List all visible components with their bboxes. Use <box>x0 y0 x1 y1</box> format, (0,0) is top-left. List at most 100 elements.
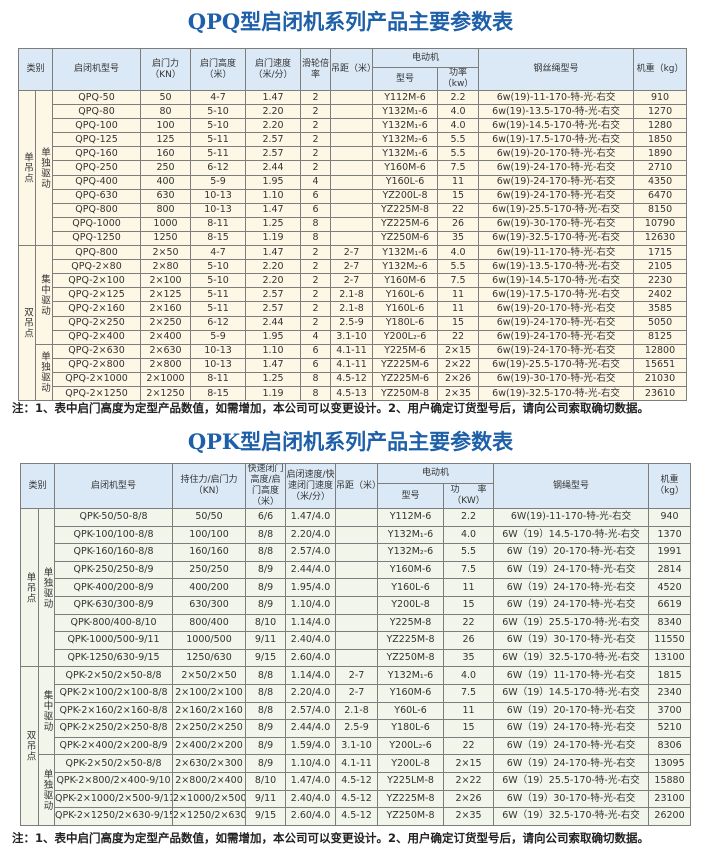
span-cell <box>335 543 379 562</box>
height-cell: 6/6 <box>245 508 287 527</box>
qpk-note: 注：1、表中启门高度为定型产品数值，如需增加，本公司可以变更设计。2、用户确定订… <box>12 831 649 845</box>
power-cell: 11 <box>437 287 480 303</box>
weight-cell: 2710 <box>633 160 688 176</box>
power-cell: 15 <box>443 595 495 615</box>
rope-cell: 6w(19)-14.5-170-特-光-右交 <box>478 118 635 134</box>
weight-cell: 2230 <box>633 273 688 289</box>
motor-model-cell: YZ250M-8 <box>372 385 439 402</box>
qpk-parameter-table: 类别 启闭机型号 持住力/启门力（KN） 快速闭门高度/启门高度（米） 启闭速度… <box>19 462 692 826</box>
height-cell: 8/9 <box>245 754 287 773</box>
model-cell: QPK-100/100-8/8 <box>54 525 174 545</box>
height-cell: 5-9 <box>190 329 247 345</box>
power-cell: 2×22 <box>437 357 480 373</box>
table-row: 单独驱动 QPK-2×50/2×50-8/8 2×630/2×300 8/9 1.10/… <box>21 754 692 826</box>
motor-model-cell: Y160L-6 <box>377 578 445 597</box>
power-cell: 5.5 <box>443 543 495 562</box>
model-cell: QPQ-1000 <box>52 216 142 232</box>
span-cell: 4.1-11 <box>330 357 374 373</box>
model-cell: QPQ-2×1250 <box>52 385 142 402</box>
weight-cell: 910 <box>633 89 688 106</box>
height-cell: 8/8 <box>245 543 287 562</box>
motor-model-cell: Y132M₁-6 <box>377 525 445 545</box>
motor-model-cell: Y160L-6 <box>372 301 439 317</box>
force-cell: 2×125 <box>140 287 192 303</box>
force-cell: 400/200 <box>172 578 247 597</box>
model-cell: QPQ-2×125 <box>52 287 142 303</box>
motor-model-cell: Y200L₂-6 <box>377 736 445 756</box>
header-force: 启门力（KN） <box>140 48 192 91</box>
table-row: QPQ-250 250 6-12 2.44 2 Y160M-6 7.5 6w(19)-24-1… <box>19 160 688 176</box>
header-power: 功率（kw） <box>437 67 480 91</box>
power-cell: 15 <box>443 719 495 738</box>
motor-model-cell: Y160M-6 <box>377 683 445 703</box>
speed-cell: 2.20/4.0 <box>285 683 337 703</box>
motor-model-cell: YZ225M-8 <box>377 789 445 809</box>
header-motor: 电动机 <box>372 48 480 68</box>
span-cell: 2.1-8 <box>335 701 379 721</box>
power-cell: 4.0 <box>437 245 480 261</box>
force-cell: 630/300 <box>172 595 247 615</box>
table-row: QPK-160/160-8/8 160/160 8/8 2.57/4.0 Y132M₂-… <box>21 543 692 562</box>
speed-cell: 1.47 <box>245 202 302 218</box>
power-cell: 4.0 <box>443 525 495 545</box>
motor-model-cell: Y225M-8 <box>377 613 445 633</box>
force-cell: 2×100 <box>140 273 192 289</box>
height-cell: 8-11 <box>190 371 247 387</box>
rope-cell: 6W（19）24-170-特-光-右交 <box>493 736 650 756</box>
speed-cell: 1.59/4.0 <box>285 736 337 756</box>
speed-cell: 1.95 <box>245 329 302 345</box>
weight-cell: 8150 <box>633 202 688 218</box>
motor-model-cell: YZ250M-8 <box>377 648 445 668</box>
height-cell: 8/9 <box>245 736 287 756</box>
span-cell <box>330 146 374 162</box>
weight-cell: 12630 <box>633 230 688 247</box>
height-cell: 8-15 <box>190 230 247 247</box>
weight-cell: 8306 <box>648 736 692 756</box>
table-row: QPQ-400 400 5-9 1.95 4 Y160L-6 11 6w(19)-24-170… <box>19 174 688 190</box>
speed-cell: 1.47 <box>245 245 302 261</box>
header-span: 吊距（米） <box>335 463 379 509</box>
header-weight: 机重（kg） <box>633 48 688 91</box>
model-cell: QPQ-2×630 <box>52 343 142 359</box>
drive-type-cell: 单独驱动 <box>37 754 56 826</box>
span-cell <box>335 578 379 597</box>
height-cell: 8/9 <box>245 560 287 580</box>
motor-model-cell: Y132M₁-6 <box>372 245 439 261</box>
table-row: 双吊点 集中驱动 QPK-2×50/2×50-8/8 2×50/2×50 8/8 1.14… <box>20 666 692 826</box>
model-cell: QPK-400/200-8/9 <box>54 578 174 597</box>
speed-cell: 2.40/4.0 <box>285 789 337 809</box>
span-cell: 2-7 <box>330 273 374 289</box>
power-cell: 2×35 <box>443 807 495 826</box>
table-row: QPK-2×1000/2×500-9/11 2×1000/2×500 9/11 2.4… <box>21 789 692 809</box>
weight-cell: 6470 <box>633 188 688 204</box>
motor-model-cell: Y225LM-8 <box>377 771 445 791</box>
model-cell: QPQ-2×1000 <box>52 371 142 387</box>
height-cell: 8/9 <box>245 578 287 597</box>
power-cell: 4.0 <box>443 666 495 685</box>
span-cell: 2.1-8 <box>330 287 374 303</box>
power-cell: 7.5 <box>443 683 495 703</box>
height-cell: 10-13 <box>190 357 247 373</box>
table-row: QPQ-100 100 5-10 2.20 2 Y132M₁-6 4.0 6w(19)-14.… <box>19 118 688 134</box>
span-cell <box>330 132 374 148</box>
rope-cell: 6W（19）20-170-特-光-右交 <box>493 701 650 721</box>
motor-model-cell: YZ250M-8 <box>377 807 445 826</box>
force-cell: 630 <box>140 188 192 204</box>
force-cell: 160/160 <box>172 543 247 562</box>
pulley-cell: 2 <box>300 259 332 275</box>
power-cell: 22 <box>437 329 480 345</box>
force-cell: 1000/500 <box>172 631 247 650</box>
power-cell: 5.5 <box>437 259 480 275</box>
force-cell: 2×400 <box>140 329 192 345</box>
power-cell: 5.5 <box>437 146 480 162</box>
header-weight: 机重（kg） <box>648 463 692 509</box>
power-cell: 11 <box>437 301 480 317</box>
power-cell: 26 <box>437 216 480 232</box>
weight-cell: 23610 <box>633 385 688 402</box>
drive-type-cell: 单独驱动 <box>37 507 56 668</box>
force-cell: 2×630/2×300 <box>172 754 247 773</box>
speed-cell: 2.44/4.0 <box>285 719 337 738</box>
power-cell: 2×26 <box>437 371 480 387</box>
force-cell: 2×1000/2×500 <box>172 789 247 809</box>
motor-model-cell: Y160M-6 <box>372 160 439 176</box>
